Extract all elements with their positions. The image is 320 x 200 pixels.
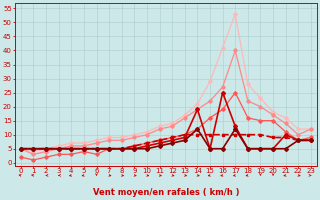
X-axis label: Vent moyen/en rafales ( km/h ): Vent moyen/en rafales ( km/h ) [92, 188, 239, 197]
